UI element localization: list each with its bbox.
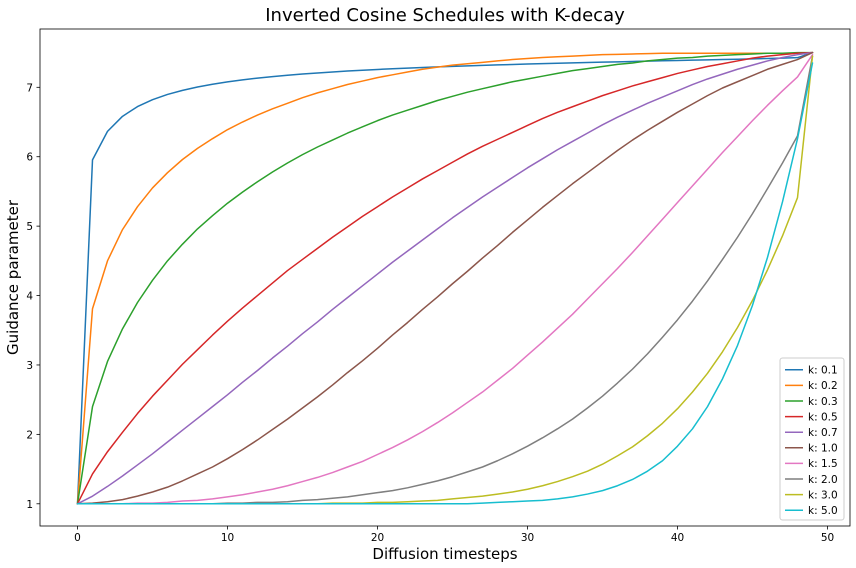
- axes-layer: 0 10 20 30 40 50 1 2 3 4 5 6 7: [26, 28, 851, 544]
- legend-entry-label: k: 0.1: [808, 365, 838, 377]
- x-axis-label: Diffusion timesteps: [372, 545, 517, 563]
- y-tick-label: 2: [26, 429, 33, 441]
- series-line-2: [76, 51, 814, 505]
- legend: k: 0.1 k: 0.2 k: 0.3 k: 0.5 k: 0.7 k: 1.0 k: 1…: [779, 357, 845, 521]
- series-line-5: [76, 51, 814, 505]
- series-line-3: [76, 51, 814, 505]
- y-tick-label: 1: [26, 499, 33, 511]
- series-line-6: [76, 51, 814, 505]
- x-tick-label: 0: [74, 532, 81, 544]
- legend-entry-label: k: 0.5: [808, 411, 838, 423]
- legend-entry-label: k: 2.0: [808, 474, 838, 486]
- series-line-4: [76, 51, 814, 505]
- legend-entry-label: k: 5.0: [808, 505, 838, 517]
- chart-title: Inverted Cosine Schedules with K-decay: [265, 5, 625, 26]
- series-line-9: [76, 55, 814, 505]
- x-tick-label: 30: [521, 532, 534, 544]
- legend-entry-label: k: 0.2: [808, 380, 838, 392]
- legend-entry-label: k: 0.7: [808, 427, 838, 439]
- legend-entry-label: k: 1.0: [808, 443, 838, 455]
- legend-entry-label: k: 3.0: [808, 489, 838, 501]
- series-line-10: [76, 62, 814, 505]
- y-tick-label: 5: [26, 221, 33, 233]
- series-line-7: [76, 53, 814, 505]
- y-tick-label: 3: [26, 360, 33, 372]
- series-line-1: [76, 51, 814, 505]
- plot-frame: [39, 28, 851, 527]
- series-layer: [76, 51, 814, 505]
- legend-entry-label: k: 0.3: [808, 396, 838, 408]
- series-line-8: [76, 55, 814, 505]
- x-tick-label: 20: [371, 532, 384, 544]
- x-tick-label: 10: [221, 532, 234, 544]
- x-tick-label: 40: [671, 532, 684, 544]
- legend-entry-label: k: 1.5: [808, 458, 838, 470]
- y-tick-label: 4: [26, 291, 33, 303]
- y-tick-label: 7: [26, 82, 33, 94]
- y-axis-label: Guidance parameter: [4, 199, 22, 355]
- x-tick-label: 50: [821, 532, 834, 544]
- y-tick-label: 6: [26, 152, 33, 164]
